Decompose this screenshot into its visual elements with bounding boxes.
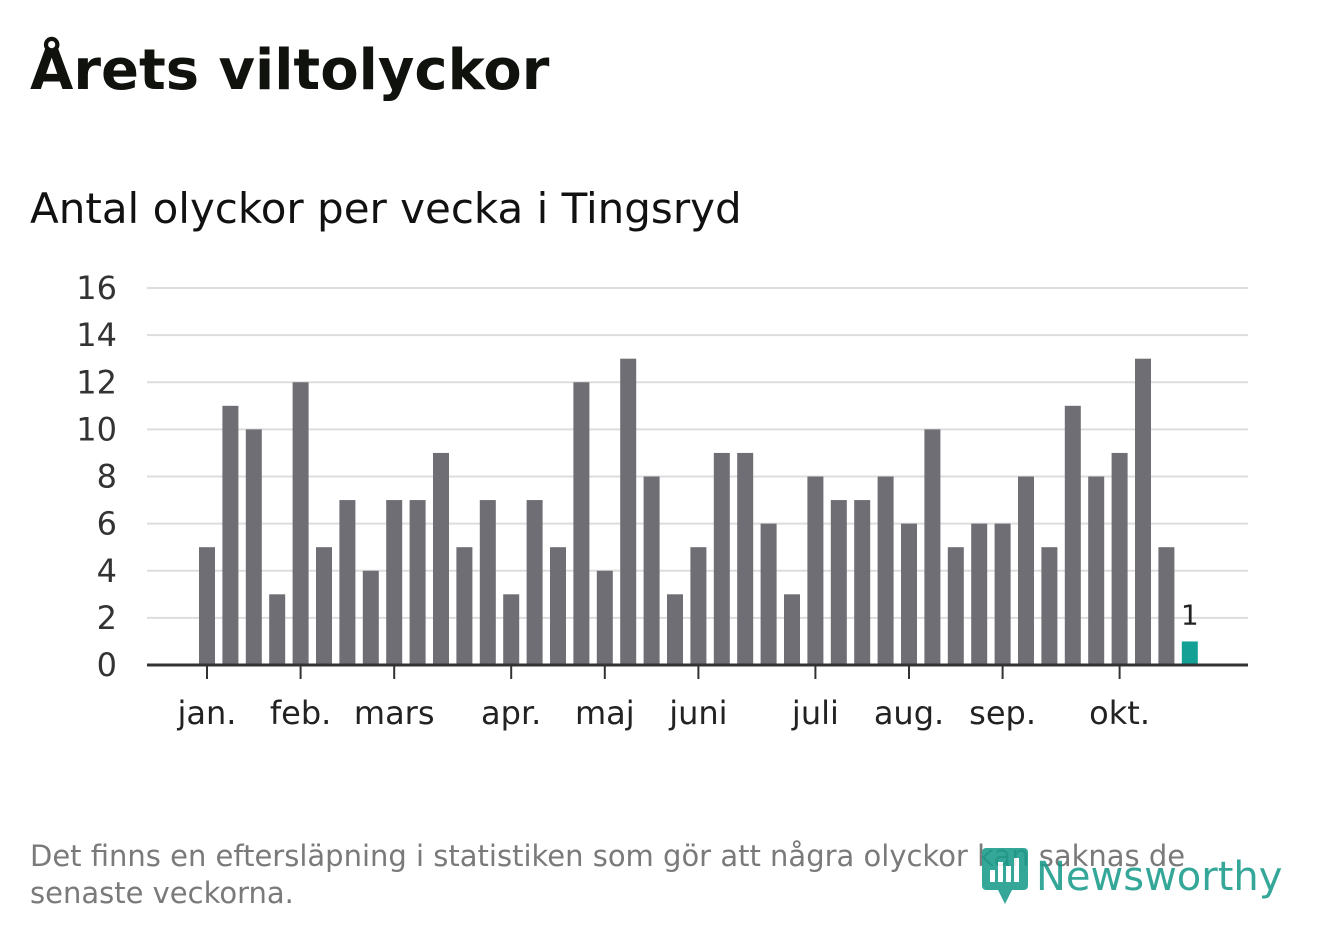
bar [690,547,707,665]
bar [643,476,660,665]
x-tick-label: okt. [1089,694,1150,732]
highlight-bar [1181,641,1198,665]
bar [924,429,941,665]
bar [760,523,777,665]
y-tick-label: 6 [97,505,117,543]
bar [737,452,754,665]
y-tick-label: 8 [97,458,117,496]
chart-subtitle: Antal olyckor per vecka i Tingsryd [30,184,742,233]
y-tick-label: 10 [76,410,117,448]
y-tick-label: 4 [97,552,117,590]
bar [1064,405,1081,665]
x-tick-label: apr. [481,694,541,732]
newsworthy-logo-icon [982,848,1028,904]
x-tick-label: feb. [270,694,331,732]
bar [1111,452,1128,665]
bar [550,547,566,665]
bar [947,547,964,665]
bar [292,382,309,665]
bar [339,500,356,665]
bar [316,547,332,665]
bar [526,500,543,665]
bar [1158,547,1175,665]
x-tick-label: maj [575,694,635,732]
y-tick-label: 0 [97,646,117,684]
bar [807,476,824,665]
y-tick-label: 16 [76,269,117,307]
y-tick-label: 12 [76,363,117,401]
bar [456,547,473,665]
x-tick-label: jan. [177,694,237,732]
bar [854,500,871,665]
bar [1041,547,1058,665]
bar-chart: 0 2 4 6 8 10 12 14 16 1 jan. feb. mars apr. maj juni jul… [76,269,1248,732]
bar [269,594,286,665]
x-tick-label: mars [354,694,435,732]
x-tick-label: sep. [969,694,1036,732]
bar [479,500,496,665]
bar [784,594,800,665]
bar [1018,476,1034,665]
y-tick-label: 2 [97,599,117,637]
x-tick-label: aug. [874,694,944,732]
bar [245,429,262,665]
bar [386,500,403,665]
bar [971,523,988,665]
bar [222,405,239,665]
bar [409,500,426,665]
bar [830,500,847,665]
bar [573,382,590,665]
y-tick-label: 14 [76,316,117,354]
bar [596,570,613,665]
bar [1088,476,1105,665]
bar [433,452,449,665]
bar [503,594,520,665]
bar [713,452,730,665]
bar [901,523,917,665]
bar [667,594,683,665]
data-label: 1 [1181,598,1199,631]
bar [877,476,894,665]
x-tick-label: juni [668,694,727,732]
bar [199,547,215,665]
brand-name: Newsworthy [1036,854,1283,900]
bar [994,523,1011,665]
bar [362,570,379,665]
x-tick-label: juli [791,694,839,732]
bar [620,358,637,665]
bar [1135,358,1151,665]
brand-logo: Newsworthy [980,846,1282,908]
chart-title: Årets viltolyckor [30,38,550,103]
